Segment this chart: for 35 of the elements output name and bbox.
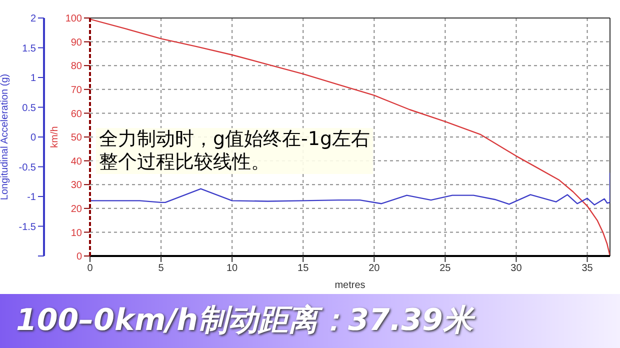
y-tick-label: 0	[76, 252, 82, 263]
x-tick-label: 10	[226, 263, 238, 274]
annotation: 全力制动时，g值始终在-1g左右	[99, 128, 370, 151]
x-tick-label: 35	[582, 263, 594, 274]
y2-tick-label: -0.5	[18, 162, 36, 174]
annotation: 整个过程比较线性。	[99, 151, 271, 174]
y2-tick-label: -1	[27, 192, 36, 204]
y-tick-label: 80	[70, 61, 82, 72]
y-tick-label: 60	[70, 108, 82, 120]
y2-tick-label: 0.5	[22, 102, 36, 114]
y2-tick-label: 1.5	[22, 43, 36, 54]
x-axis-title: metres	[334, 280, 366, 291]
x-tick-label: 5	[158, 263, 164, 274]
y-tick-label: 90	[70, 37, 82, 48]
y2-tick-label: 1	[30, 73, 36, 84]
x-tick-label: 30	[510, 263, 522, 274]
y-tick-label: 100	[65, 14, 82, 25]
y2-tick-label: -1.5	[18, 222, 36, 233]
line-series	[90, 172, 610, 206]
y-tick-label: 70	[70, 84, 82, 96]
x-tick-label: 15	[298, 263, 310, 274]
y-tick-label: 40	[70, 156, 82, 168]
x-tick-label: 20	[368, 263, 380, 274]
y2-axis-title: Longitudinal Acceleration (g)	[0, 74, 11, 200]
y-tick-label: 10	[70, 228, 82, 239]
y-tick-label: 30	[70, 180, 82, 192]
y-tick-label: 50	[70, 132, 82, 144]
y-tick-label: 20	[70, 204, 82, 215]
y-axis-title: km/h	[50, 126, 61, 148]
text: 100–0km/h制动距离：37.39米	[0, 294, 620, 348]
y2-tick-label: 0	[30, 132, 36, 144]
line-series	[90, 18, 610, 256]
x-tick-label: 0	[87, 263, 94, 274]
x-tick-label: 25	[440, 263, 452, 274]
y2-tick-label: 2	[30, 14, 36, 25]
